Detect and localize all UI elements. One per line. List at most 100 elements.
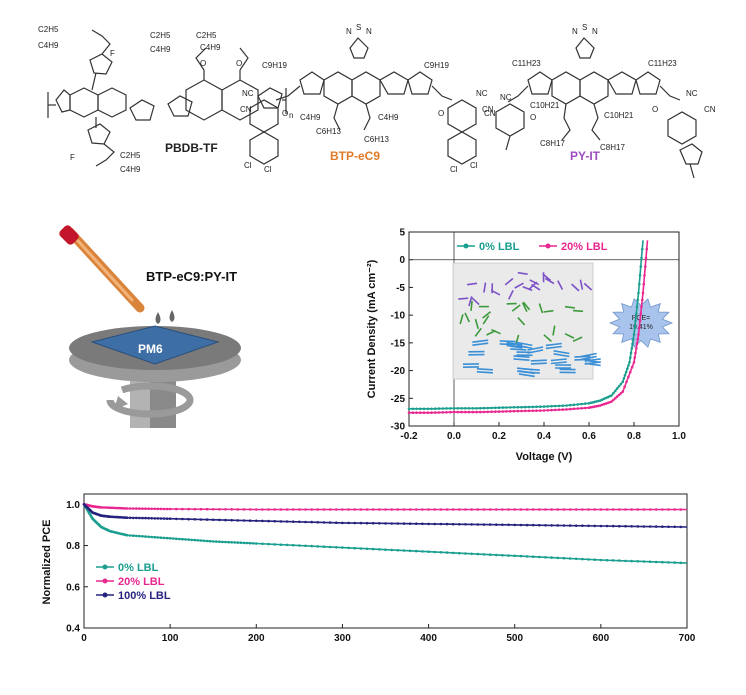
series-point [679, 525, 683, 529]
series-point [464, 552, 467, 555]
series-point [574, 508, 578, 511]
series-point [531, 409, 535, 413]
series-point [120, 506, 123, 510]
series-point [378, 522, 381, 525]
series-point [141, 507, 144, 511]
series-point [661, 508, 664, 511]
series-point [467, 407, 471, 410]
series-point [156, 536, 160, 539]
series-point [310, 544, 314, 548]
inset-rod [584, 358, 601, 362]
inset-rod [486, 329, 496, 336]
series-point [593, 558, 596, 561]
series-point [520, 409, 523, 413]
series-point [181, 537, 184, 541]
series-point [644, 265, 647, 268]
series-point [218, 540, 221, 543]
series-point [224, 518, 227, 522]
series-point [516, 409, 520, 413]
series-point [408, 549, 412, 553]
series-point [135, 534, 138, 538]
series-point [580, 407, 583, 410]
inset-rod [530, 359, 547, 362]
series-point [141, 516, 144, 520]
series-point [574, 557, 578, 561]
series-point [254, 508, 258, 511]
series-point [527, 405, 531, 409]
series-point [519, 523, 523, 527]
atom-c4h9-a: C4H9 [38, 41, 59, 50]
series-point [482, 553, 486, 556]
series-point [452, 407, 456, 410]
inset-rod [499, 340, 516, 343]
series-point [353, 546, 357, 550]
series-point [153, 517, 157, 520]
series-point [427, 550, 430, 553]
series-point [482, 406, 486, 410]
series-point [451, 551, 455, 555]
series-point [199, 539, 203, 542]
inset-rod [491, 328, 501, 335]
series-point [619, 382, 623, 386]
series-point [445, 411, 448, 414]
series-point [640, 256, 643, 260]
atom-n-top: N [572, 27, 578, 36]
inset-rod [504, 277, 514, 286]
y-tick-label: 0 [399, 255, 405, 266]
series-point [227, 540, 230, 544]
series-point [645, 247, 649, 251]
series-point [273, 519, 277, 523]
stability-chart: 0 100 200 300 400 500 600 700 1.0 0.8 0.6 0.4 0% LB… [41, 493, 696, 644]
series-point [501, 406, 505, 409]
inset-rod [557, 280, 564, 290]
series-point [434, 411, 437, 414]
series-point [464, 508, 467, 511]
atom-cn-left: CN [240, 105, 252, 114]
series-point [384, 522, 387, 525]
series-point [138, 507, 141, 510]
series-point [384, 548, 387, 551]
series-point [426, 411, 430, 415]
series-point [211, 508, 215, 511]
series-point [156, 517, 160, 520]
series-point [365, 521, 369, 525]
series-point [512, 409, 516, 413]
inset-rod [482, 315, 490, 325]
series-point [419, 411, 422, 415]
series-point [524, 409, 527, 413]
series-point [629, 351, 633, 355]
series-point [610, 400, 613, 403]
series-point [190, 538, 193, 542]
series-point [644, 256, 648, 260]
series-point [128, 507, 132, 510]
atom-nc-right: NC [476, 89, 488, 98]
series-point [433, 550, 437, 554]
series-point [679, 508, 683, 511]
series-point [298, 520, 301, 524]
series-point [451, 508, 455, 511]
molecule-name-pbdb-tf: PBDB-TF [165, 141, 218, 155]
atom-nc-right: NC [686, 89, 698, 98]
series-point [580, 402, 583, 406]
series-point [562, 524, 566, 527]
series-point [556, 556, 560, 560]
series-point [221, 540, 224, 544]
atom-f-bottom: F [70, 153, 75, 162]
atom-c11h23-right: C11H23 [648, 59, 677, 68]
series-point [175, 507, 178, 511]
series-point [562, 508, 566, 511]
series-point [623, 373, 627, 377]
series-point [162, 507, 166, 511]
inset-rod [528, 281, 538, 290]
series-point [618, 524, 621, 528]
series-point [371, 547, 375, 551]
series-point [501, 508, 504, 511]
series-point [215, 540, 218, 543]
series-point [187, 538, 190, 541]
series-point [505, 410, 508, 413]
series-point [587, 558, 590, 561]
series-point [630, 508, 633, 511]
series-point [587, 508, 590, 511]
series-point [476, 508, 480, 511]
series-point [322, 521, 326, 524]
